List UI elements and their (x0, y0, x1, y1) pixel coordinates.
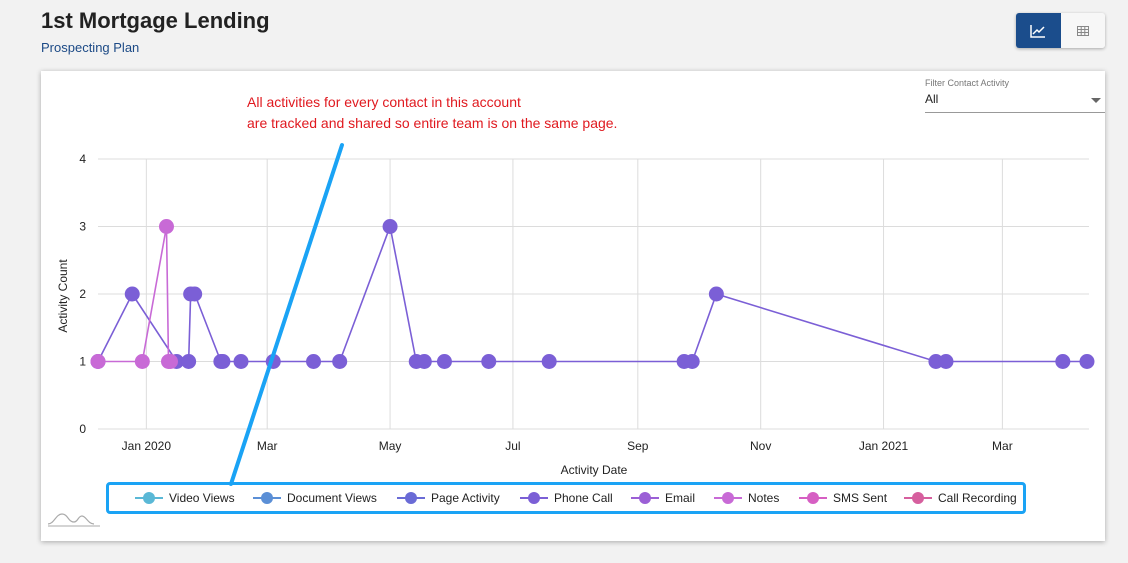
legend-swatch-icon (714, 492, 742, 504)
data-point (1079, 354, 1095, 369)
x-axis-title: Activity Date (561, 463, 628, 477)
y-tick-label: 3 (79, 220, 86, 234)
series-notes (90, 219, 179, 369)
highlight-pointer (229, 143, 344, 486)
data-point (684, 354, 700, 369)
data-point (938, 354, 954, 369)
chevron-down-icon (1091, 98, 1101, 103)
chart-series (90, 219, 1095, 369)
legend-item[interactable]: Phone Call (520, 485, 613, 511)
view-toggle (1016, 13, 1105, 48)
legend-item[interactable]: Email (631, 485, 695, 511)
x-tick-label: Jan 2020 (122, 439, 172, 453)
data-point (708, 286, 724, 302)
data-point (541, 354, 557, 369)
chart-card (41, 71, 1105, 541)
annotation-line-1: All activities for every contact in this… (247, 94, 521, 110)
data-point (481, 354, 497, 369)
x-tick-label: Mar (257, 439, 278, 453)
data-point (187, 286, 203, 302)
page-title: 1st Mortgage Lending (41, 8, 270, 33)
filter-value: All (925, 92, 939, 106)
x-tick-label: May (379, 439, 402, 453)
legend-item[interactable]: Notes (714, 485, 779, 511)
x-tick-label: Mar (992, 439, 1013, 453)
data-point (416, 354, 432, 369)
legend-label: Page Activity (431, 491, 500, 505)
data-point (306, 354, 322, 369)
data-point (436, 354, 452, 369)
y-tick-label: 4 (79, 152, 86, 166)
table-view-button[interactable] (1060, 13, 1105, 48)
chart-grid (98, 158, 1089, 430)
table-icon (1076, 25, 1089, 36)
legend-swatch-icon (397, 492, 425, 504)
legend-swatch-icon (904, 492, 932, 504)
data-point (233, 354, 249, 369)
filter-label: Filter Contact Activity (925, 78, 1010, 88)
legend-swatch-icon (520, 492, 548, 504)
chart-tick-labels: 0 1 2 3 4 Jan 2020 Mar May Jul Sep Nov Jan 2021 Mar (79, 152, 1012, 453)
legend-label: SMS Sent (833, 491, 888, 505)
y-axis-title: Activity Count (56, 259, 70, 333)
data-point (215, 354, 231, 369)
data-point (163, 354, 179, 369)
y-tick-label: 1 (79, 355, 86, 369)
legend-label: Notes (748, 491, 780, 505)
legend-label: Video Views (169, 491, 235, 505)
x-tick-label: Jul (505, 439, 520, 453)
legend-swatch-icon (135, 492, 163, 504)
data-point (134, 354, 150, 369)
chart-view-button[interactable] (1016, 13, 1061, 48)
legend-item[interactable]: Video Views (135, 485, 235, 511)
annotation-note: All activities for every contact in this… (247, 92, 617, 134)
brand-logo (47, 513, 100, 527)
page-subtitle: Prospecting Plan (41, 40, 140, 55)
filter-contact-activity[interactable]: Filter Contact Activity All (925, 78, 1105, 113)
annotation-line-2: are tracked and shared so entire team is… (247, 115, 618, 131)
y-tick-label: 0 (79, 422, 86, 436)
legend-item[interactable]: Call Recording (904, 485, 1017, 511)
legend-item[interactable]: SMS Sent (799, 485, 887, 511)
legend-label: Document Views (287, 491, 377, 505)
data-point (382, 219, 398, 234)
legend-label: Call Recording (938, 491, 1017, 505)
legend-label: Email (665, 491, 696, 505)
data-point (90, 354, 106, 369)
data-point (181, 354, 197, 369)
filter-select[interactable]: All (925, 92, 1105, 113)
legend-item[interactable]: Document Views (253, 485, 377, 511)
data-point (1055, 354, 1071, 369)
data-point (332, 354, 348, 369)
line-chart-icon (1030, 24, 1046, 38)
x-tick-label: Jan 2021 (859, 439, 909, 453)
legend-swatch-icon (253, 492, 281, 504)
legend-swatch-icon (799, 492, 827, 504)
x-tick-label: Nov (750, 439, 771, 453)
y-tick-label: 2 (79, 287, 86, 301)
chart-legend: Video Views Document Views Page Activity Ph… (106, 482, 1026, 514)
legend-item[interactable]: Page Activity (397, 485, 500, 511)
data-point (124, 286, 140, 302)
legend-label: Phone Call (554, 491, 613, 505)
legend-swatch-icon (631, 492, 659, 504)
x-tick-label: Sep (627, 439, 649, 453)
data-point (158, 219, 174, 234)
